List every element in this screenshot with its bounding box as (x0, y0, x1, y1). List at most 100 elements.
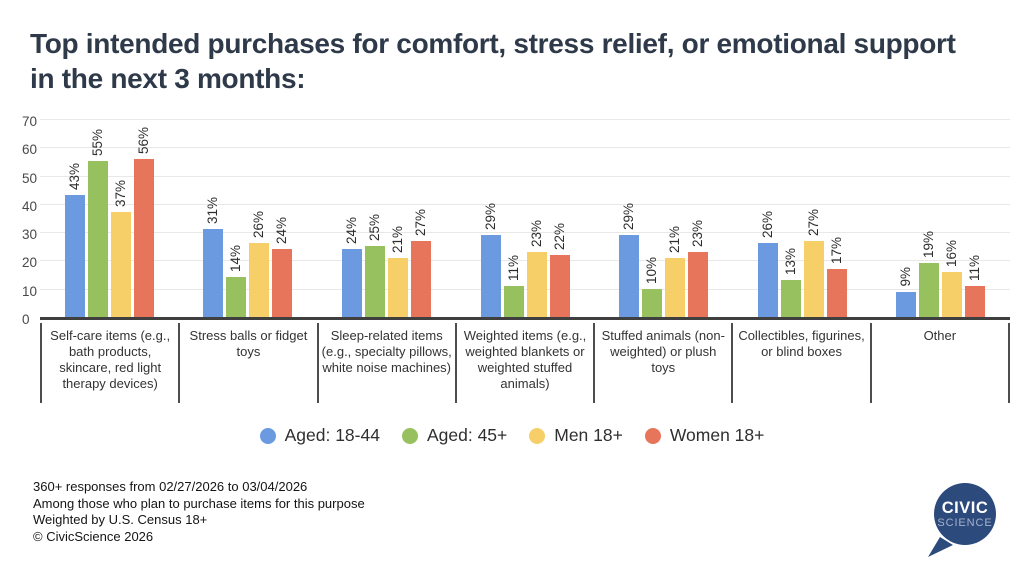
bar-value-label: 11% (967, 254, 983, 281)
bar: 43% (64, 163, 85, 317)
bar-value-label: 56% (135, 126, 151, 154)
legend-item: Aged: 45+ (401, 425, 508, 446)
bar: 37% (110, 180, 131, 317)
bar: 13% (780, 248, 801, 317)
bar-value-label: 22% (551, 222, 567, 250)
legend-swatch-icon (644, 427, 661, 444)
legend-label: Men 18+ (554, 425, 623, 445)
footer-line-copyright: © CivicScience 2026 (33, 528, 154, 544)
bar: 14% (226, 245, 247, 317)
x-axis-category-labels: Self-care items (e.g., bath products, sk… (40, 323, 1010, 403)
legend-swatch-icon (401, 427, 418, 444)
gridline (40, 288, 1010, 290)
bar-group: 24% 25% 21% 27% (317, 122, 456, 317)
bar: 17% (826, 237, 847, 317)
plot-area: 43% 55% 37% 56% 31% 14% 26% 24% 24% 25% 21% 27% 29% 1… (40, 119, 1010, 320)
category-label: Stress balls or fidget toys (178, 323, 316, 403)
y-axis-tick-label: 50 (22, 170, 38, 186)
y-axis-tick-label: 40 (22, 198, 38, 214)
page-title: Top intended purchases for comfort, stre… (30, 26, 994, 96)
legend: Aged: 18-44 Aged: 45+ Men 18+ Women 18+ (0, 425, 1024, 446)
bar: 26% (757, 211, 778, 317)
category-label: Other (869, 323, 1010, 403)
logo-bubble-icon (934, 483, 996, 545)
bar: 24% (341, 217, 362, 317)
bar-value-label: 13% (782, 248, 798, 276)
bar: 11% (965, 255, 986, 317)
bar-value-label: 26% (251, 211, 267, 239)
legend-swatch-icon (259, 427, 276, 444)
category-label: Weighted items (e.g., weighted blankets … (454, 323, 593, 403)
logo-text-civic: CIVIC (942, 499, 989, 517)
bar-group: 29% 11% 23% 22% (456, 122, 595, 317)
bar: 10% (642, 257, 663, 317)
gridline (40, 260, 1010, 262)
bar: 55% (87, 129, 108, 317)
bar-group: 29% 10% 21% 23% (594, 122, 733, 317)
gridline (40, 119, 1010, 120)
bar-value-label: 24% (343, 217, 359, 245)
bar: 56% (133, 127, 154, 317)
legend-item: Aged: 18-44 (259, 425, 380, 446)
logo-bubble-tail-icon (928, 537, 953, 557)
footer-note: 360+ responses from 02/27/2026 to 03/04/… (33, 479, 365, 545)
gridline (40, 203, 1010, 205)
y-axis-tick-label: 60 (22, 142, 38, 158)
y-axis-labels: 0 10 20 30 40 50 60 70 (22, 114, 48, 327)
y-axis-tick-label: 20 (22, 255, 38, 271)
bar-value-label: 25% (366, 214, 382, 242)
bar: 24% (272, 217, 293, 317)
bar: 23% (688, 220, 709, 317)
bar: 31% (203, 197, 224, 317)
logo-text-science: SCIENCE (937, 517, 992, 529)
footer-line-weighting: Weighted by U.S. Census 18+ (33, 512, 208, 527)
bar: 23% (526, 220, 547, 317)
bar: 25% (364, 214, 385, 317)
bar-value-label: 16% (944, 239, 960, 267)
bar-value-label: 11% (505, 254, 521, 281)
y-axis-tick-label: 30 (22, 227, 38, 243)
footer-line-responses: 360+ responses from 02/27/2026 to 03/04/… (33, 479, 308, 494)
bar-value-label: 17% (828, 236, 844, 264)
bar: 11% (503, 255, 524, 317)
bar-value-label: 26% (759, 211, 775, 239)
bar: 21% (665, 226, 686, 317)
bar-value-label: 9% (898, 267, 914, 287)
bar: 19% (919, 231, 940, 317)
bar: 26% (249, 211, 270, 317)
bar-group: 26% 13% 27% 17% (733, 122, 872, 317)
legend-label: Aged: 18-44 (284, 425, 380, 445)
bar: 9% (896, 267, 917, 317)
bar-value-label: 29% (621, 202, 637, 230)
legend-item: Women 18+ (644, 425, 765, 446)
bar-value-label: 24% (274, 217, 290, 245)
gridline (40, 232, 1010, 234)
category-label: Collectibles, figurines, or blind boxes (731, 323, 869, 403)
category-label: Stuffed animals (non-weighted) or plush … (593, 323, 731, 403)
bar-value-label: 10% (644, 256, 660, 284)
bar-value-label: 23% (690, 219, 706, 247)
bar-value-label: 55% (89, 129, 105, 157)
bar-value-label: 21% (389, 225, 405, 253)
y-axis-tick-label: 10 (22, 283, 38, 299)
bar-value-label: 31% (205, 197, 221, 225)
category-label: Self-care items (e.g., bath products, sk… (40, 323, 178, 403)
bar: 21% (387, 226, 408, 317)
gridline (40, 147, 1010, 149)
legend-item: Men 18+ (529, 425, 623, 446)
bar: 27% (803, 209, 824, 317)
bar-value-label: 21% (667, 225, 683, 253)
bar-value-label: 29% (482, 202, 498, 230)
civicscience-logo: CIVIC SCIENCE (928, 483, 996, 557)
bar-value-label: 23% (528, 219, 544, 247)
bar-groups: 43% 55% 37% 56% 31% 14% 26% 24% 24% 25% 21% 27% 29% 1… (40, 122, 1010, 317)
page-title-line-2: in the next 3 months: (30, 63, 306, 94)
footer-line-population: Among those who plan to purchase items f… (33, 495, 365, 511)
legend-label: Aged: 45+ (426, 425, 508, 445)
chart: 0 10 20 30 40 50 60 70 43% 55% 37% 56% 31% 14% 26% 24%… (0, 112, 1024, 403)
bar-group: 31% 14% 26% 24% (179, 122, 318, 317)
bar-group: 43% 55% 37% 56% (40, 122, 179, 317)
bar-value-label: 19% (921, 231, 937, 259)
legend-label: Women 18+ (669, 425, 765, 445)
bar-value-label: 43% (66, 163, 82, 191)
